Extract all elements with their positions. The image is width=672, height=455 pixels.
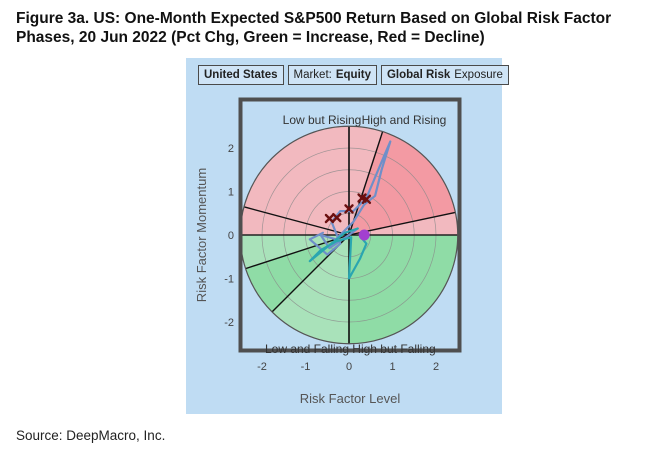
market-selector[interactable]: Market: Equity: [287, 65, 377, 85]
plot-area: [241, 125, 459, 345]
history-path-2: [308, 227, 368, 280]
selector-bar: United States Market: Equity Global Risk E…: [198, 65, 509, 85]
quadrant-label-bottom-right: High but Falling: [352, 342, 435, 356]
decline-region-strong: [349, 131, 456, 235]
market-selector-value: Equity: [335, 69, 371, 81]
x-tick-label: 1: [389, 361, 395, 373]
x-marker: [332, 212, 342, 223]
x-tick-label: 2: [433, 361, 439, 373]
x-marker-stroke: [361, 194, 372, 205]
chart-panel: United States Market: Equity Global Risk E…: [186, 58, 509, 414]
increase-region-strong: [245, 235, 349, 312]
factor-selector-suffix: Exposure: [454, 69, 503, 81]
factor-selector[interactable]: Global Risk Exposure: [380, 65, 509, 85]
quadrant-label-bottom-left: Low and Falling: [265, 342, 349, 356]
y-axis-label: Risk Factor Momentum: [194, 168, 209, 302]
y-tick-label: -1: [224, 274, 234, 286]
phase-chart: Low but Rising High and Rising Low and F…: [194, 97, 462, 406]
x-marker-stroke: [344, 204, 354, 214]
y-tick-label: 1: [228, 187, 234, 199]
country-selector-value: United States: [204, 69, 278, 81]
axis-ticks: -2 -1 0 1 2 2 1 0 -1 -2: [224, 143, 439, 373]
sector-boundary-line: [348, 131, 384, 236]
history-path-1: [308, 140, 392, 256]
market-selector-prefix: Market:: [293, 69, 332, 81]
x-marker-stroke: [324, 213, 335, 224]
y-tick-label: 2: [228, 143, 234, 155]
sector-boundary-line: [245, 234, 350, 270]
source-note: Source: DeepMacro, Inc.: [16, 428, 166, 443]
sector-boundary-line: [243, 206, 350, 236]
plot-labels: Low but Rising High and Rising Low and F…: [265, 113, 446, 356]
y-tick-label: 0: [228, 230, 234, 242]
y-tick-label: -2: [224, 317, 234, 329]
x-tick-label: -2: [257, 361, 267, 373]
figure-title-line1: Figure 3a. US: One-Month Expected S&P500…: [16, 10, 612, 27]
x-tick-label: 0: [346, 361, 352, 373]
figure-title: Figure 3a. US: One-Month Expected S&P500…: [16, 9, 656, 47]
x-marker-stroke: [332, 212, 342, 223]
figure-title-line2: Phases, 20 Jun 2022 (Pct Chg, Green = In…: [16, 29, 485, 46]
x-axis-label: Risk Factor Level: [300, 391, 401, 406]
x-marker: [344, 204, 354, 214]
increase-region-strong: [349, 235, 458, 344]
quadrant-label-top-right: High and Rising: [362, 113, 447, 127]
x-marker: [361, 194, 372, 205]
country-selector[interactable]: United States: [198, 65, 284, 85]
plot-frame: [238, 97, 462, 353]
current-point: [358, 229, 370, 241]
factor-selector-value: Global Risk: [386, 69, 451, 81]
x-tick-label: -1: [301, 361, 311, 373]
quadrant-label-top-left: Low but Rising: [283, 113, 362, 127]
x-marker: [324, 213, 335, 224]
